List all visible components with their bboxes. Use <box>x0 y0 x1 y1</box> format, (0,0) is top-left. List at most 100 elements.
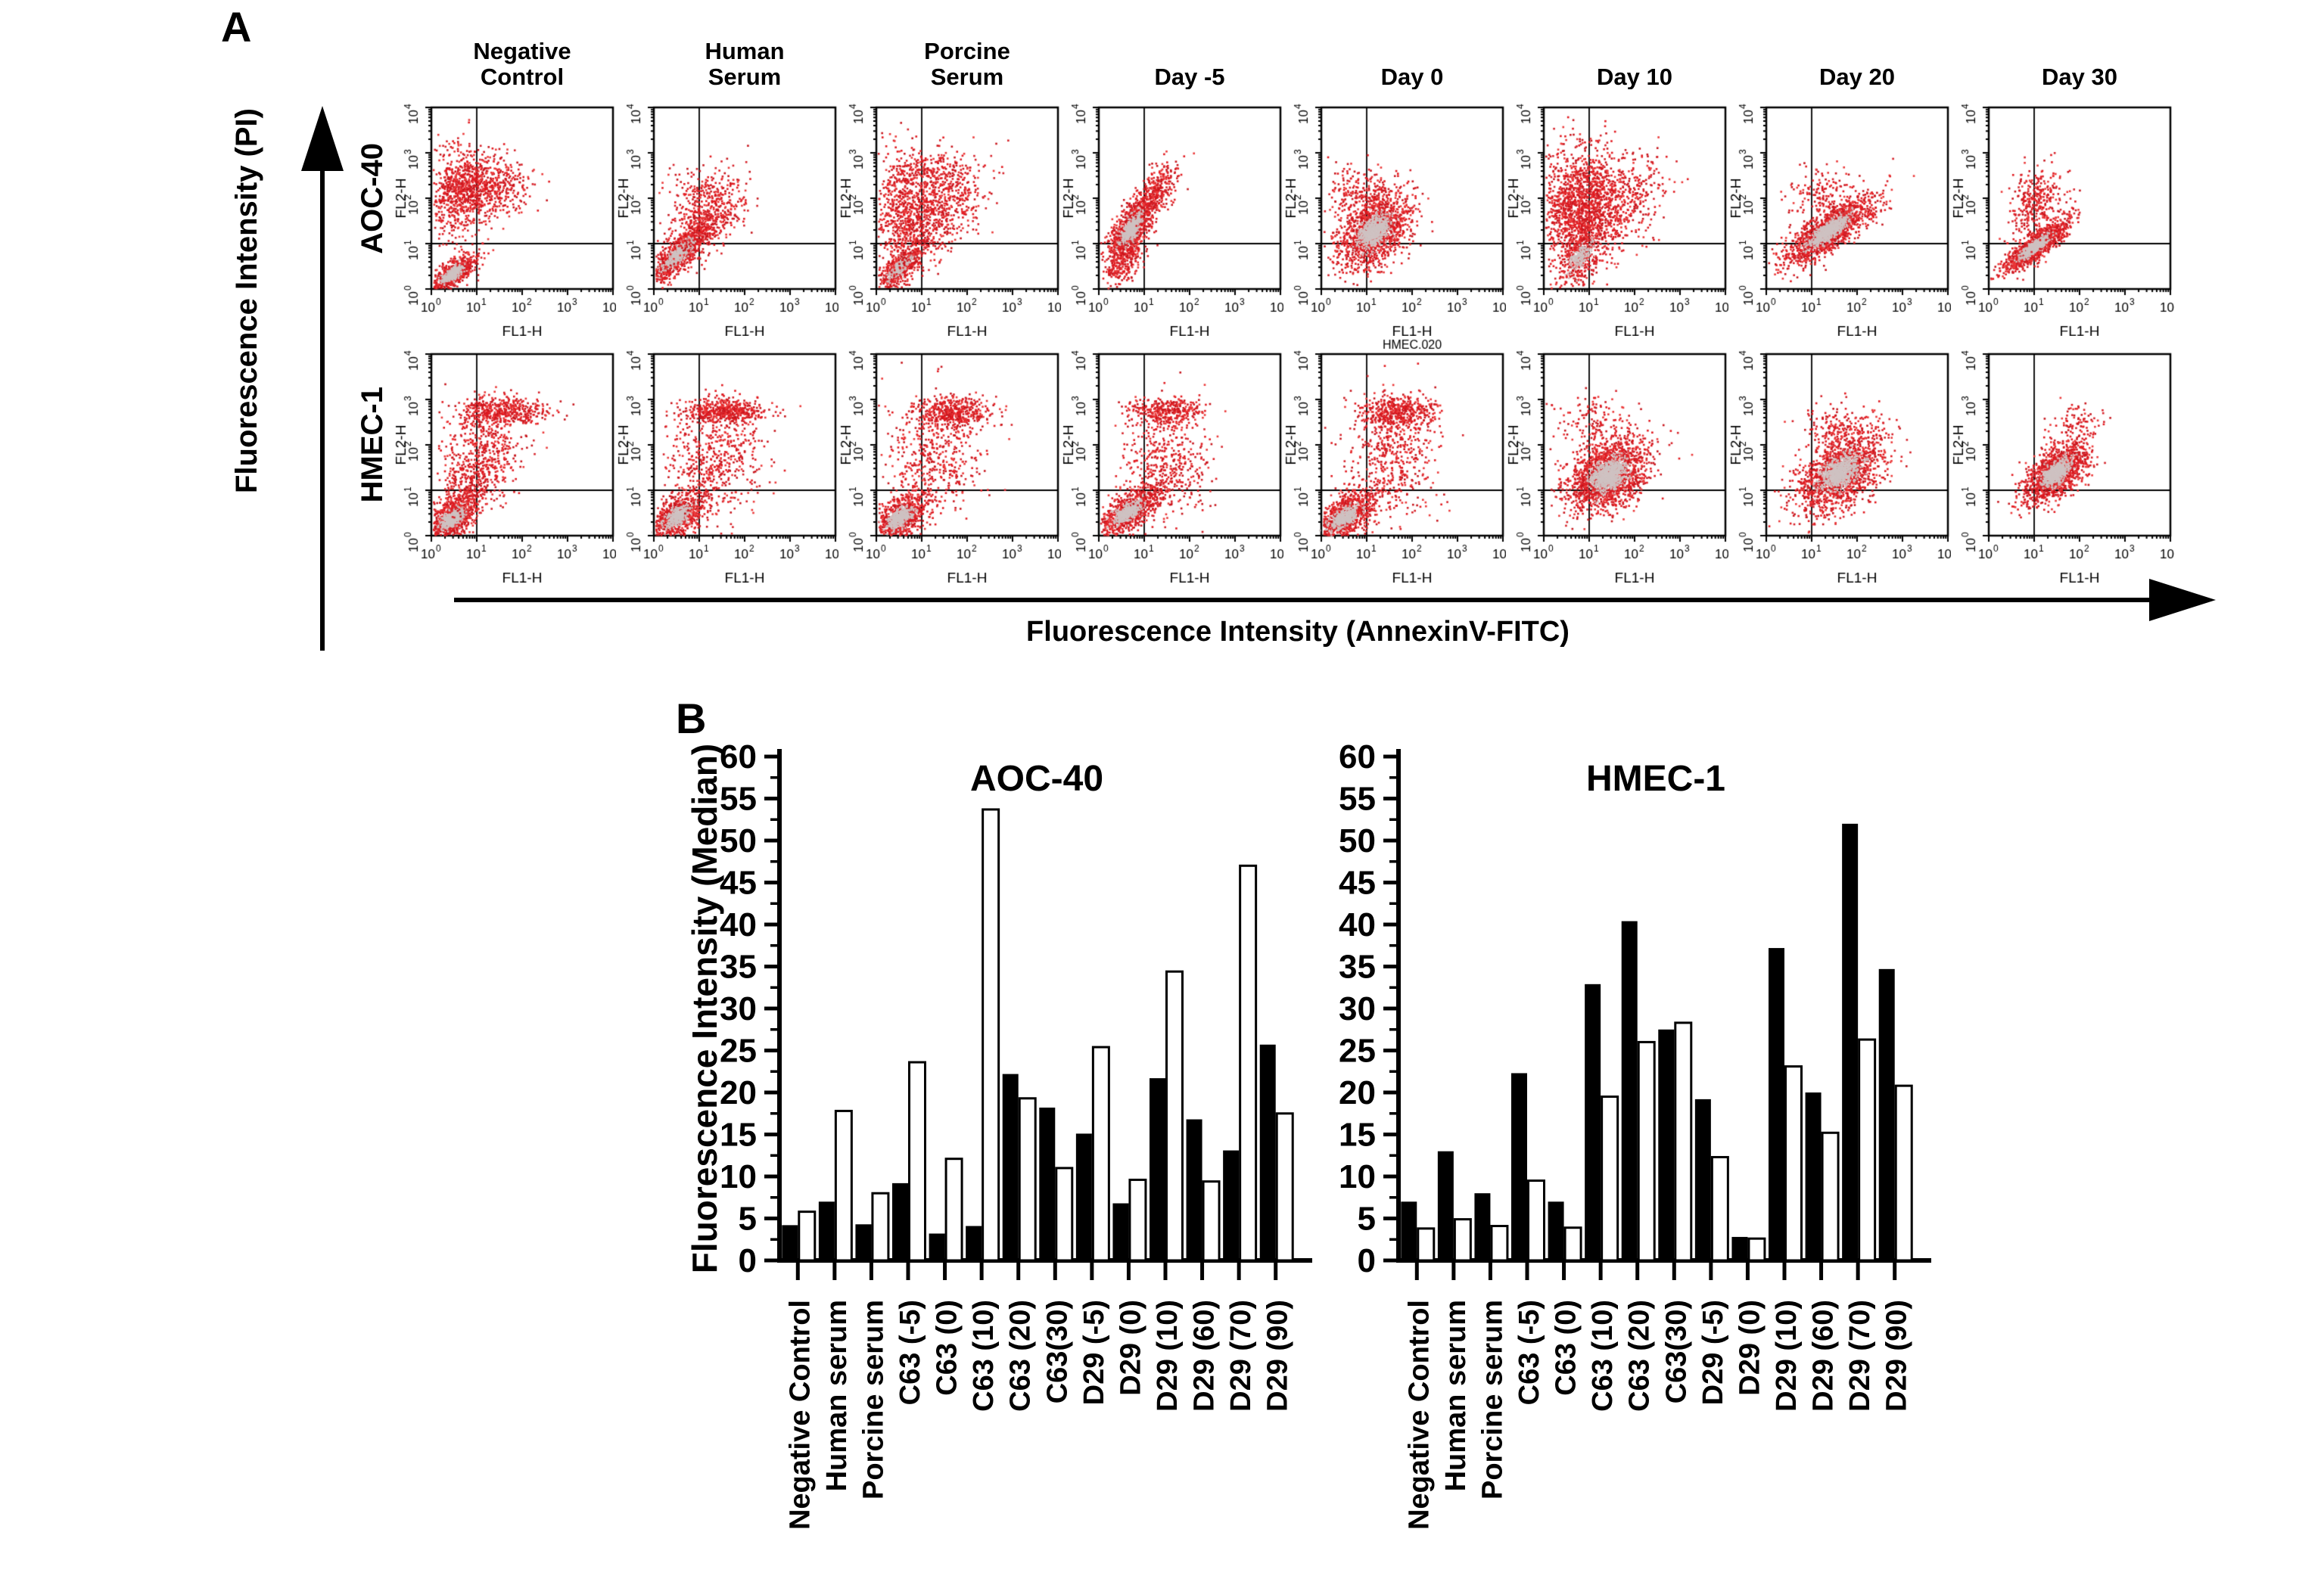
bar-black-c63-30 <box>1658 1029 1675 1260</box>
bar-white-d29-90 <box>1894 1084 1913 1262</box>
x-category-label: Porcine serum <box>857 1300 889 1500</box>
panel-a-label: A <box>221 3 252 51</box>
bar-white-d29-10 <box>1784 1065 1803 1262</box>
flow-plot-hmec-1-day-20 <box>1728 336 1952 593</box>
column-header-day-0: Day 0 <box>1380 64 1444 91</box>
bar-white-porcine-serum <box>1490 1224 1509 1262</box>
x-category-label: D29 (60) <box>1189 1300 1221 1412</box>
bar-black-porcine-serum <box>1474 1193 1491 1260</box>
bar-white-d29-5 <box>1710 1155 1729 1262</box>
x-category-label: Human serum <box>821 1300 853 1491</box>
panel-b-label: B <box>676 695 707 742</box>
y-tick-label: 25 <box>1339 1033 1376 1070</box>
bar-black-human-serum <box>1437 1151 1454 1260</box>
pi-axis-arrow-shaft <box>320 165 325 651</box>
x-category-label: Human serum <box>1440 1300 1472 1491</box>
bar-white-d29-60 <box>1821 1131 1840 1262</box>
fitc-axis-title: Fluorescence Intensity (AnnexinV-FITC) <box>1026 616 1570 648</box>
pi-axis-arrow-icon <box>301 106 344 171</box>
bar-black-d29-0 <box>1731 1236 1748 1260</box>
bar-white-negative-control <box>798 1211 817 1262</box>
flow-plot-hmec-1-day-10 <box>1506 336 1730 593</box>
bar-black-negative-control <box>1401 1201 1417 1260</box>
x-category-label: D29 (90) <box>1262 1300 1294 1412</box>
y-tick-label: 30 <box>1339 990 1376 1027</box>
y-tick-label: 50 <box>720 822 757 859</box>
x-category-label: C63(30) <box>1660 1300 1692 1403</box>
x-category-label: D29 (10) <box>1152 1300 1184 1412</box>
flow-plot-aoc-40-negative-control <box>394 89 618 347</box>
bar-white-d29-70 <box>1858 1038 1877 1262</box>
x-category-label: C63 (-5) <box>894 1300 926 1405</box>
y-tick-label: 0 <box>739 1242 757 1279</box>
bar-black-d29-10 <box>1150 1078 1165 1260</box>
x-category-label: D29 (70) <box>1844 1300 1876 1412</box>
y-tick-label: 45 <box>1339 865 1376 902</box>
bar-black-d29-70 <box>1223 1150 1240 1260</box>
chart-title: AOC-40 <box>970 759 1103 799</box>
bar-chart-hmec1-container: 0 5 10 15 20 25 30 35 40 45 50 55 60 HMEC-1 Negative C… <box>1304 734 1970 1585</box>
flow-plot-grid: Negative Control Human Serum Porcine Serum… <box>0 0 2324 681</box>
y-tick-label: 40 <box>1339 906 1376 943</box>
x-category-label: D29 (90) <box>1881 1300 1913 1412</box>
column-header-day-5: Day -5 <box>1154 64 1225 91</box>
flow-plot-hmec-1-day-0 <box>1283 336 1507 593</box>
bar-black-c63-5 <box>1511 1073 1527 1260</box>
y-tick-label: 40 <box>720 906 757 943</box>
bar-black-d29-90 <box>1259 1044 1276 1260</box>
bar-white-c63-5 <box>1527 1179 1545 1262</box>
bar-black-c63-5 <box>892 1183 908 1260</box>
y-tick-label: 30 <box>720 990 757 1027</box>
y-tick-label: 55 <box>1339 781 1376 818</box>
column-header-day-20: Day 20 <box>1819 64 1895 91</box>
x-category-label: C63 (10) <box>968 1300 1000 1412</box>
flow-plot-aoc-40-day-5 <box>1061 89 1285 347</box>
bar-white-c63-10 <box>1601 1096 1619 1262</box>
flow-plot-hmec-1-day-5 <box>1061 336 1285 593</box>
bar-white-d29-0 <box>1128 1178 1147 1262</box>
y-tick-label: 20 <box>1339 1074 1376 1111</box>
x-category-label: C63 (0) <box>932 1300 963 1396</box>
bar-black-c63-20 <box>1621 921 1638 1260</box>
column-header-porcine-serum: Porcine Serum <box>924 37 1010 91</box>
x-category-label: C63 (-5) <box>1514 1300 1545 1405</box>
x-category-label: D29 (10) <box>1771 1300 1803 1412</box>
bar-white-d29-0 <box>1747 1237 1766 1262</box>
flow-plot-aoc-40-day-30 <box>1951 89 2175 347</box>
bar-white-d29-90 <box>1275 1112 1294 1262</box>
column-header-human-serum: Human Serum <box>705 37 785 91</box>
y-tick-label: 10 <box>720 1158 757 1195</box>
y-tick-label: 15 <box>720 1117 757 1154</box>
bar-black-d29-5 <box>1694 1099 1711 1260</box>
bar-white-negative-control <box>1417 1227 1436 1262</box>
bar-white-c63-20 <box>1637 1040 1656 1262</box>
x-category-label: C63 (10) <box>1587 1300 1619 1412</box>
y-tick-label: 20 <box>720 1074 757 1111</box>
y-tick-label: 0 <box>1358 1242 1376 1279</box>
bar-black-d29-0 <box>1112 1203 1129 1260</box>
flow-plot-hmec-1-human-serum <box>616 336 840 593</box>
bar-black-d29-90 <box>1878 968 1895 1260</box>
bar-white-c63-30 <box>1055 1167 1074 1262</box>
bar-white-c63-20 <box>1018 1097 1037 1262</box>
bar-black-d29-60 <box>1186 1119 1202 1260</box>
bar-white-d29-5 <box>1091 1046 1110 1262</box>
bar-white-c63-10 <box>982 808 1000 1262</box>
flow-plot-hmec-1-negative-control <box>394 336 618 593</box>
bar-white-d29-60 <box>1202 1180 1221 1262</box>
flow-plot-aoc-40-porcine-serum <box>838 89 1062 347</box>
column-header-day-30: Day 30 <box>2042 64 2117 91</box>
bar-white-c63-0 <box>1563 1226 1582 1262</box>
bar-white-c63-0 <box>944 1158 963 1262</box>
column-header-day-10: Day 10 <box>1597 64 1672 91</box>
bar-black-human-serum <box>818 1201 835 1260</box>
bar-white-d29-10 <box>1165 970 1184 1262</box>
y-tick-label: 35 <box>720 949 757 986</box>
bar-black-d29-10 <box>1769 948 1784 1260</box>
fitc-axis-arrow-shaft <box>454 598 2153 602</box>
y-tick-label: 45 <box>720 865 757 902</box>
bar-black-porcine-serum <box>855 1224 872 1260</box>
bar-white-c63-5 <box>908 1061 926 1262</box>
y-tick-label: 10 <box>1339 1158 1376 1195</box>
